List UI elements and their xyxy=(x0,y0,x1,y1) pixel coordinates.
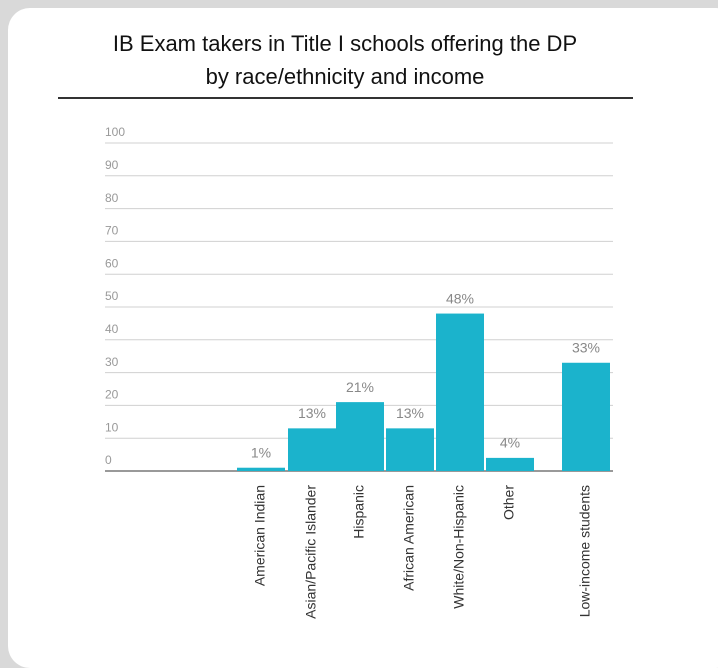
y-tick-label: 40 xyxy=(105,322,119,336)
y-tick-label: 20 xyxy=(105,388,119,402)
x-tick-label: White/Non-Hispanic xyxy=(451,485,467,609)
bar xyxy=(486,457,534,471)
chart-title: by race/ethnicity and income xyxy=(206,64,485,89)
bar xyxy=(336,402,384,471)
x-tick-label: Hispanic xyxy=(351,485,367,539)
value-label: 13% xyxy=(298,405,326,421)
bar xyxy=(436,313,484,471)
value-label: 21% xyxy=(346,379,374,395)
y-tick-label: 10 xyxy=(105,420,119,434)
x-tick-label: Other xyxy=(501,485,517,520)
y-tick-label: 100 xyxy=(105,125,125,139)
x-tick-label: Low-income students xyxy=(577,485,593,617)
bar xyxy=(386,428,434,471)
y-tick-label: 30 xyxy=(105,355,119,369)
card xyxy=(8,8,718,668)
y-tick-label: 90 xyxy=(105,158,119,172)
y-tick-label: 60 xyxy=(105,256,119,270)
y-tick-label: 70 xyxy=(105,224,119,238)
value-label: 33% xyxy=(572,339,600,355)
y-tick-label: 50 xyxy=(105,289,119,303)
value-label: 48% xyxy=(446,290,474,306)
bar xyxy=(288,428,336,471)
x-tick-label: African American xyxy=(401,485,417,591)
chart: IB Exam takers in Title I schools offeri… xyxy=(58,31,633,619)
x-tick-label: Asian/Pacific Islander xyxy=(303,485,319,619)
chart-title: IB Exam takers in Title I schools offeri… xyxy=(113,31,577,56)
page: {"chart_data": {"type": "bar", "title": … xyxy=(8,8,718,668)
value-label: 1% xyxy=(251,444,271,460)
bar xyxy=(562,362,610,471)
y-tick-label: 80 xyxy=(105,191,119,205)
bar xyxy=(237,467,285,471)
value-label: 13% xyxy=(396,405,424,421)
value-label: 4% xyxy=(500,435,520,451)
x-tick-label: American Indian xyxy=(252,485,268,586)
y-tick-label: 0 xyxy=(105,453,112,467)
